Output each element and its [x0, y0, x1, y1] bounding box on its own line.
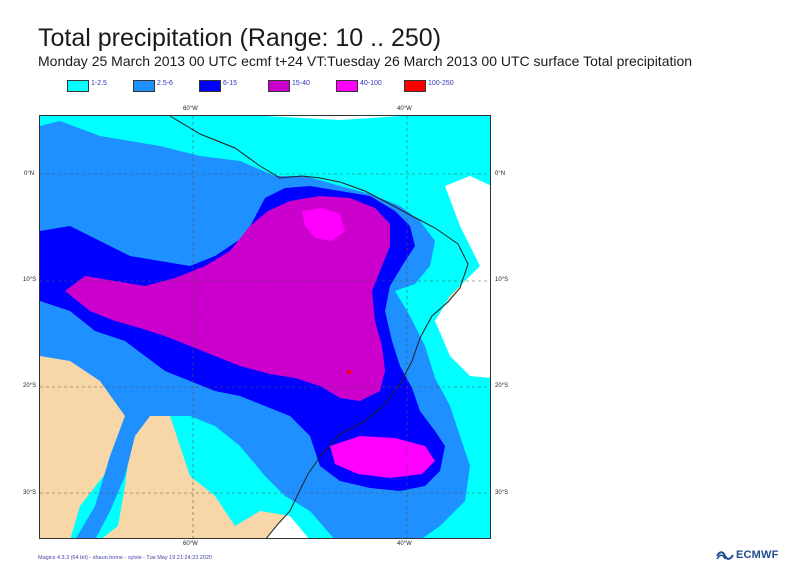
ecmwf-logo-text: ECMWF — [736, 549, 779, 561]
map-svg — [40, 116, 490, 538]
lat-tick-right-10s: 10°S — [495, 277, 509, 283]
precip-band-magenta-south — [330, 436, 435, 478]
precipitation-map[interactable] — [39, 115, 491, 539]
lat-tick-left-0: 0°N — [24, 171, 35, 177]
legend-swatch-6 — [404, 80, 426, 92]
legend-swatch-3 — [199, 80, 221, 92]
legend-swatch-1 — [67, 80, 89, 92]
lon-tick-bottom-60w: 60°W — [183, 541, 198, 547]
footer-credit: Magics 4.3.3 (64 bit) - shaun.home - syl… — [38, 555, 212, 561]
lon-tick-top-40w: 40°W — [397, 106, 412, 112]
chart-subtitle: Monday 25 March 2013 00 UTC ecmf t+24 VT… — [38, 53, 693, 69]
legend-swatch-4 — [268, 80, 290, 92]
lat-tick-left-30s: 30°S — [23, 490, 37, 496]
legend-label-1: 1-2.5 — [91, 80, 107, 87]
precip-band-magenta-north — [302, 208, 345, 241]
legend-label-4: 15-40 — [292, 80, 310, 87]
precip-band-red — [347, 370, 351, 374]
chart-title: Total precipitation (Range: 10 .. 250) — [38, 24, 442, 52]
precip-band-cyan-east — [435, 116, 490, 161]
ecmwf-logo-icon — [716, 551, 734, 560]
graticule — [40, 116, 490, 538]
lat-tick-left-20s: 20°S — [23, 383, 37, 389]
ecmwf-logo: ECMWF — [716, 549, 796, 563]
lat-tick-left-10s: 10°S — [23, 277, 37, 283]
lon-tick-bottom-40w: 40°W — [397, 541, 412, 547]
legend-label-2: 2.5-6 — [157, 80, 173, 87]
legend-label-6: 100-250 — [428, 80, 454, 87]
precip-band-purple — [65, 196, 390, 401]
legend-swatch-5 — [336, 80, 358, 92]
legend-label-3: 6-15 — [223, 80, 238, 87]
coastline — [169, 116, 469, 538]
lon-tick-top-60w: 60°W — [183, 106, 198, 112]
legend-label-5: 40-100 — [360, 80, 382, 87]
lat-tick-right-0: 0°N — [495, 171, 506, 177]
legend-swatch-2 — [133, 80, 155, 92]
legend: 1-2.5 2.5-6 6-15 15-40 40-100 100-250 — [0, 80, 800, 94]
lat-tick-right-30s: 30°S — [495, 490, 509, 496]
lat-tick-right-20s: 20°S — [495, 383, 509, 389]
